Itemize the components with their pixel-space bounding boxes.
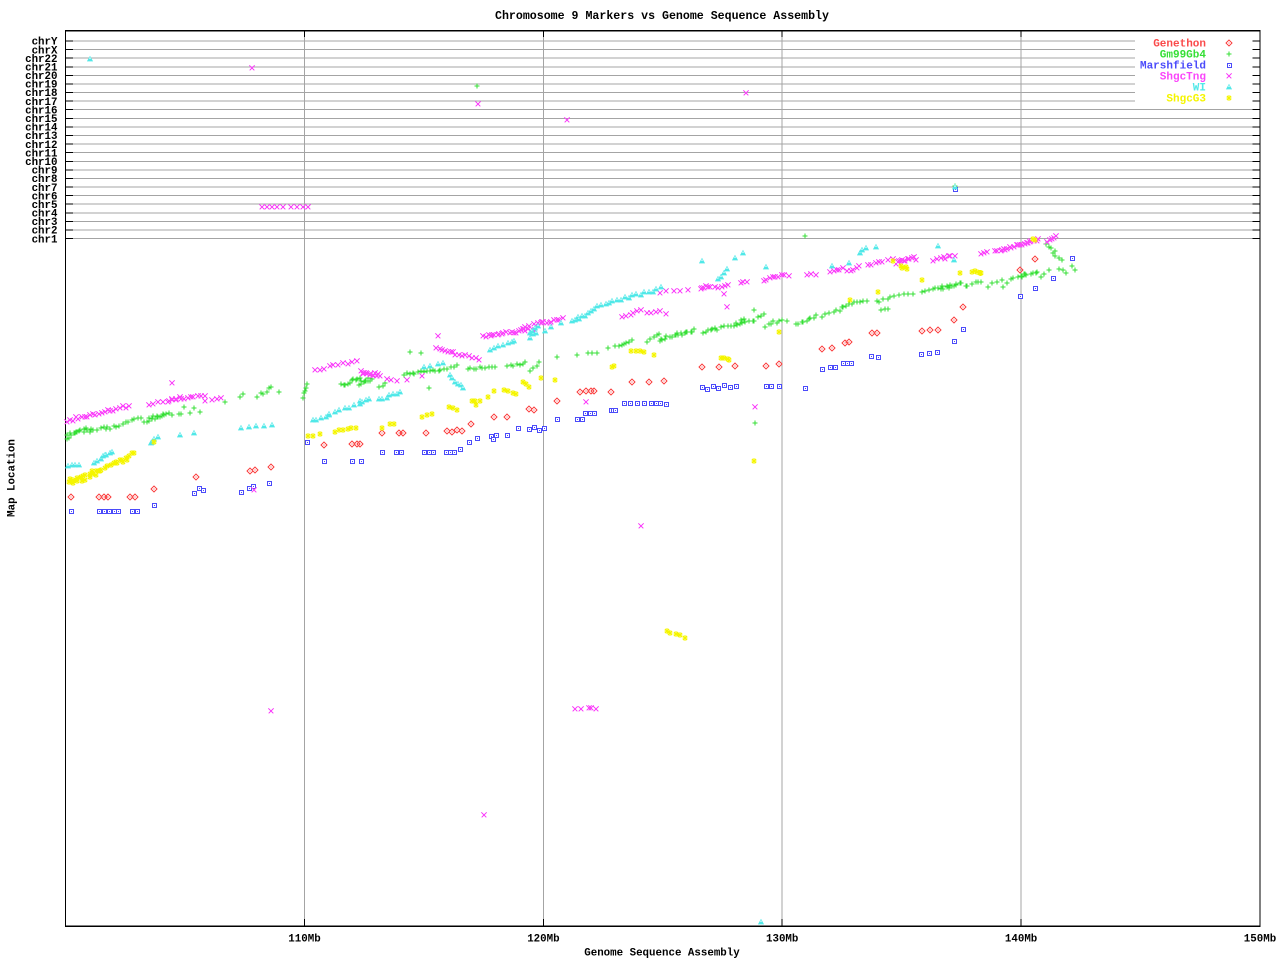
- svg-text:chr11: chr11: [25, 148, 58, 160]
- svg-text:chr21: chr21: [25, 63, 58, 75]
- svg-text:chr20: chr20: [25, 71, 57, 83]
- svg-text:ShgcTng: ShgcTng: [1160, 72, 1206, 84]
- svg-text:chr12: chr12: [25, 140, 57, 152]
- svg-text:chr22: chr22: [25, 54, 57, 66]
- svg-text:chrX: chrX: [32, 45, 58, 57]
- svg-text:chr1: chr1: [32, 234, 58, 246]
- svg-text:110Mb: 110Mb: [288, 934, 320, 946]
- svg-text:chr13: chr13: [25, 131, 57, 143]
- svg-text:Marshfield: Marshfield: [1140, 61, 1206, 73]
- svg-text:chr3: chr3: [32, 217, 58, 229]
- svg-text:Map Location: Map Location: [7, 439, 19, 517]
- svg-text:chr6: chr6: [32, 191, 58, 203]
- svg-text:chr17: chr17: [25, 97, 57, 109]
- svg-text:chr8: chr8: [32, 174, 58, 186]
- svg-text:chr14: chr14: [25, 123, 58, 135]
- svg-text:chr2: chr2: [32, 226, 58, 238]
- svg-text:WI: WI: [1193, 83, 1206, 95]
- svg-text:ShgcG3: ShgcG3: [1166, 94, 1206, 106]
- svg-text:Gm99Gb4: Gm99Gb4: [1160, 50, 1207, 62]
- svg-text:chr5: chr5: [32, 200, 58, 212]
- svg-text:chr18: chr18: [25, 88, 57, 100]
- svg-text:140Mb: 140Mb: [1005, 934, 1037, 946]
- svg-text:Genethon: Genethon: [1153, 39, 1206, 51]
- svg-text:Chromosome 9 Markers vs Genome: Chromosome 9 Markers vs Genome Sequence …: [495, 10, 829, 23]
- svg-text:chr7: chr7: [32, 183, 58, 195]
- svg-text:Genome Sequence Assembly: Genome Sequence Assembly: [584, 948, 740, 960]
- svg-text:chrY: chrY: [32, 37, 58, 49]
- svg-text:chr16: chr16: [25, 105, 57, 117]
- svg-text:chr4: chr4: [32, 209, 58, 221]
- svg-text:130Mb: 130Mb: [766, 934, 798, 946]
- svg-text:120Mb: 120Mb: [527, 934, 559, 946]
- svg-text:150Mb: 150Mb: [1244, 934, 1276, 946]
- svg-text:chr9: chr9: [32, 166, 58, 178]
- svg-text:chr15: chr15: [25, 114, 57, 126]
- svg-text:chr19: chr19: [25, 80, 57, 92]
- svg-text:chr10: chr10: [25, 157, 57, 169]
